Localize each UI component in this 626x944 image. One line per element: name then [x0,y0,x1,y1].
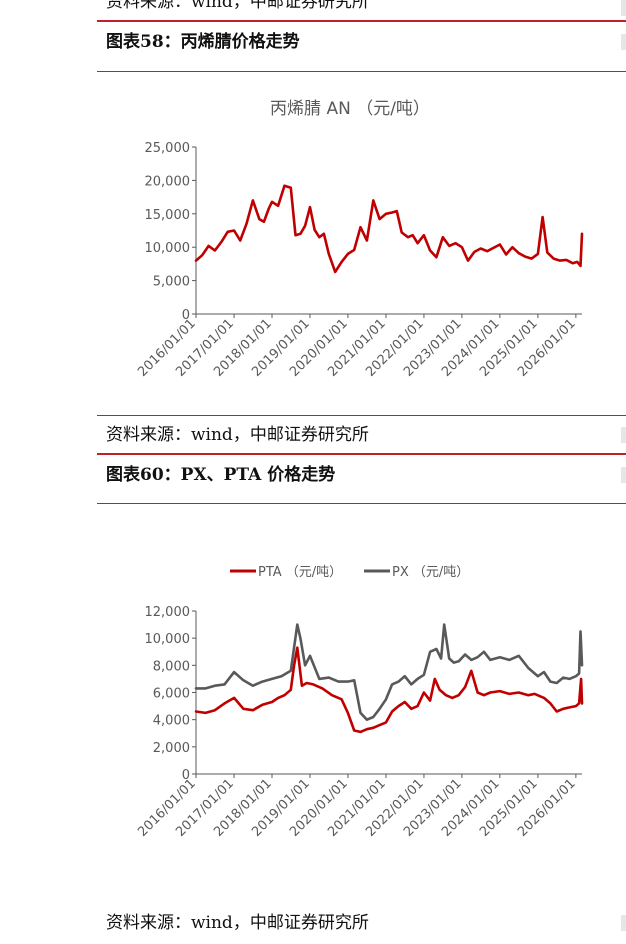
an-chart-title: 丙烯腈 AN （元/吨） [270,99,430,119]
px-pta-price-chart: PTA （元/吨） PX （元/吨） 0 2,000 4,000 6,000 8,000 10… [135,565,584,840]
px-pta-y-tick-label: 10,000 [145,632,191,647]
an-y-tick-label: 20,000 [145,174,191,189]
an-price-chart: 丙烯腈 AN （元/吨） 0 5,000 10,000 15,000 20,000 25,0… [135,99,584,380]
an-y-tick-label: 0 [182,308,190,323]
px-pta-y-tick-label: 4,000 [153,714,190,729]
page-edge-mark [621,467,626,483]
px-pta-y-tick-label: 0 [182,768,190,783]
figure58-source-rule [97,415,626,416]
figure60-source: 资料来源：wind，中邮证券研究所 [106,913,369,933]
figure60-top-rule [97,453,626,455]
px-pta-y-tick-label: 6,000 [153,687,190,702]
page-edge-mark [621,34,626,50]
figure58-title-rule [97,71,626,72]
px-pta-series-line-0 [194,646,584,734]
px-pta-legend-label-1: PX （元/吨） [392,565,469,580]
an-series-line-0 [194,184,584,274]
an-y-tick-label: 5,000 [153,275,190,290]
page-edge-mark [621,915,626,931]
an-y-tick-label: 10,000 [145,241,191,256]
figure60-title-rule [97,503,626,504]
an-y-tick-label: 25,000 [145,141,191,156]
figure58-title: 图表58：丙烯腈价格走势 [106,32,300,52]
an-y-tick-label: 15,000 [145,208,191,223]
px-pta-legend-label-0: PTA （元/吨） [258,565,342,580]
px-pta-y-tick-label: 12,000 [145,605,191,620]
figure58-source: 资料来源：wind，中邮证券研究所 [106,425,369,445]
px-pta-series-line-1 [194,623,584,722]
page-edge-mark [621,427,626,443]
figure60-title: 图表60：PX、PTA 价格走势 [106,465,336,485]
prev-source-note: 资料来源：wind，中邮证券研究所 [106,0,369,12]
px-pta-y-tick-label: 2,000 [153,741,190,756]
px-pta-y-tick-label: 8,000 [153,659,190,674]
figure58-top-rule [97,20,626,22]
page-edge-mark [621,0,626,16]
